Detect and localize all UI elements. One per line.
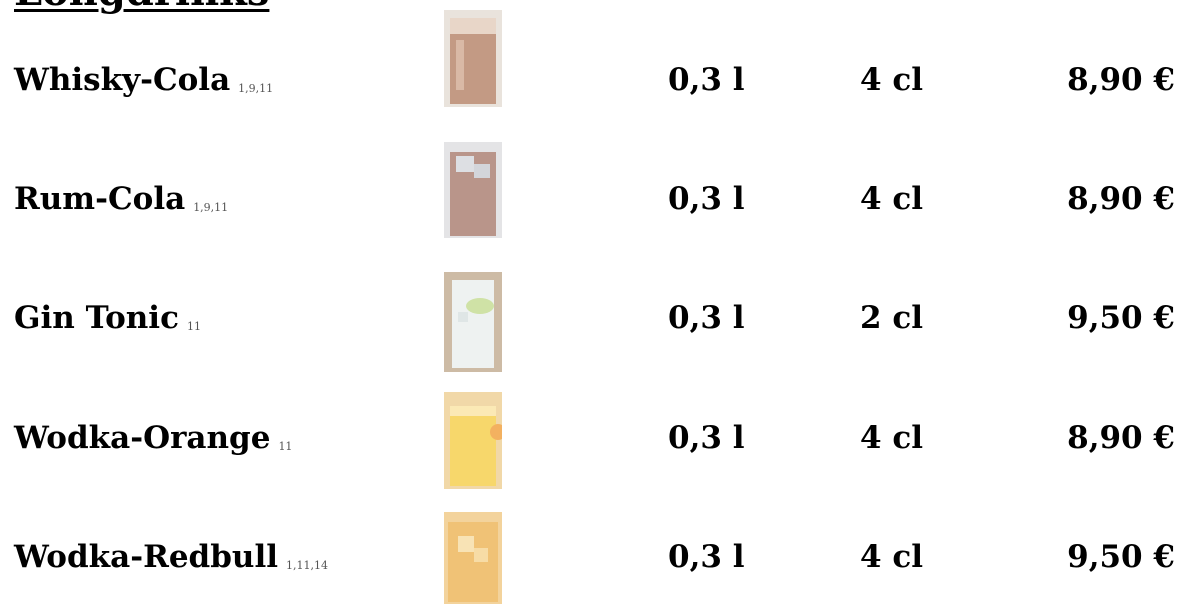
drink-image	[444, 392, 502, 489]
item-price: 9,50 €	[1067, 300, 1175, 336]
drink-image	[444, 512, 502, 604]
drink-image	[444, 272, 502, 372]
item-notes: 1,9,11	[238, 82, 274, 95]
section-title: Longdrinks	[14, 0, 269, 15]
item-notes: 11	[186, 320, 201, 333]
item-volume: 0,3 l	[668, 300, 745, 336]
item-volume: 0,3 l	[668, 539, 745, 575]
item-volume: 0,3 l	[668, 181, 745, 217]
item-name: Rum-Cola	[14, 181, 186, 217]
item-notes: 11	[278, 440, 293, 453]
item-name: Wodka-Orange	[14, 420, 271, 456]
item-price: 8,90 €	[1067, 62, 1175, 98]
item-name-row: Gin Tonic 11	[14, 298, 201, 347]
item-amount: 4 cl	[860, 181, 924, 217]
item-name-row: Rum-Cola 1,9,11	[14, 179, 228, 228]
item-amount: 4 cl	[860, 420, 924, 456]
drink-image	[444, 10, 502, 107]
item-notes: 1,11,14	[286, 559, 328, 572]
item-name-row: Wodka-Orange 11	[14, 418, 292, 467]
item-name-row: Wodka-Redbull 1,11,14	[14, 537, 328, 586]
item-amount: 4 cl	[860, 539, 924, 575]
item-amount: 2 cl	[860, 300, 924, 336]
item-name: Gin Tonic	[14, 300, 179, 336]
item-price: 8,90 €	[1067, 181, 1175, 217]
item-amount: 4 cl	[860, 62, 924, 98]
item-price: 9,50 €	[1067, 539, 1175, 575]
item-volume: 0,3 l	[668, 420, 745, 456]
item-volume: 0,3 l	[668, 62, 745, 98]
item-notes: 1,9,11	[193, 201, 229, 214]
item-name: Wodka-Redbull	[14, 539, 278, 575]
item-name-row: Whisky-Cola 1,9,11	[14, 60, 273, 109]
item-price: 8,90 €	[1067, 420, 1175, 456]
item-name: Whisky-Cola	[14, 62, 231, 98]
drink-image	[444, 142, 502, 238]
